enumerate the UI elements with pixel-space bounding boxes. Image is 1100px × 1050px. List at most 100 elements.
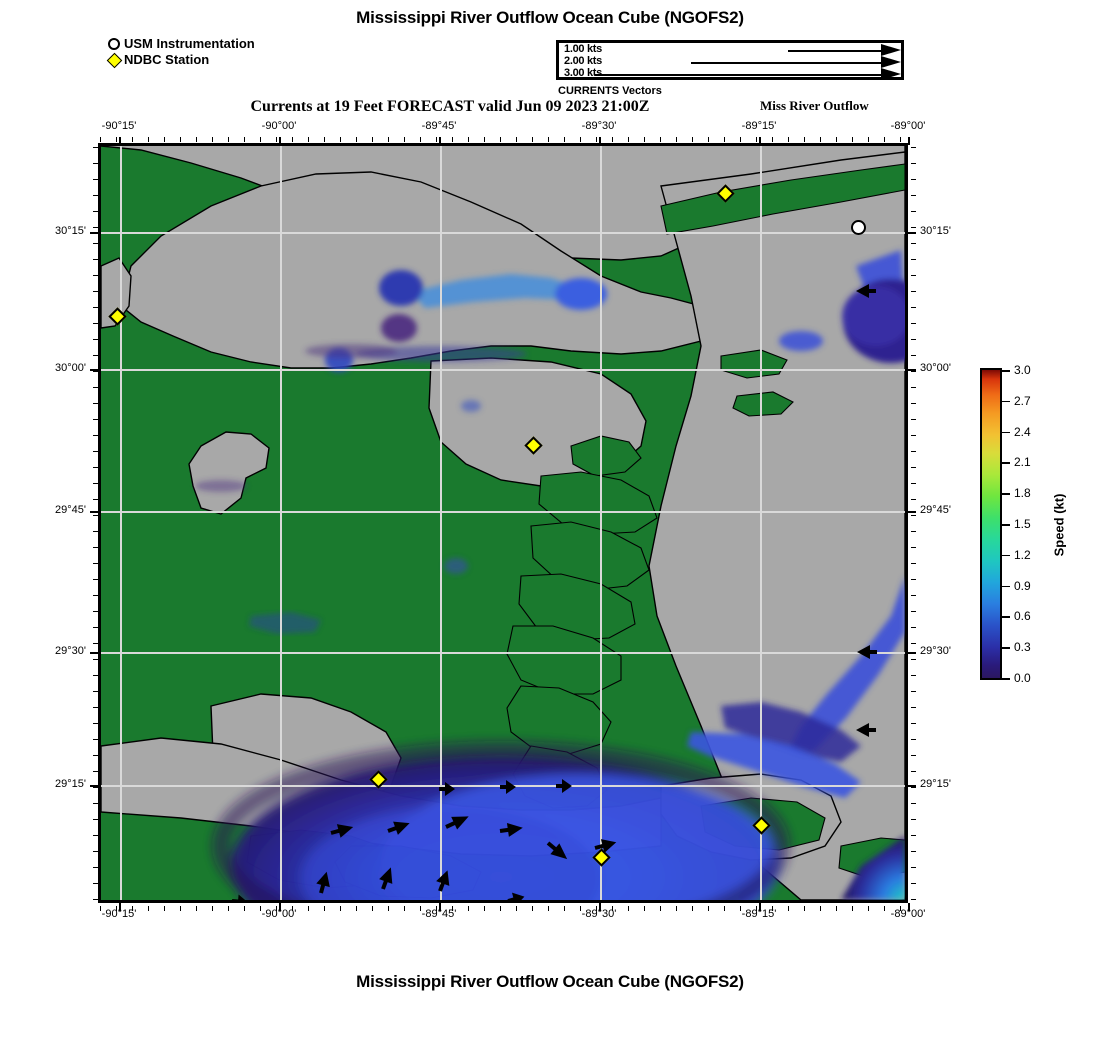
x-tick-minor bbox=[100, 137, 102, 142]
x-tick-major bbox=[908, 903, 910, 911]
y-tick-minor bbox=[93, 195, 98, 197]
y-tick-minor bbox=[911, 643, 916, 645]
y-tick-minor bbox=[93, 163, 98, 165]
y-tick-minor bbox=[93, 419, 98, 421]
y-tick-minor bbox=[93, 371, 98, 373]
y-tick-major bbox=[908, 511, 916, 513]
ndbc-station-marker[interactable] bbox=[108, 307, 127, 326]
x-tick-minor bbox=[260, 137, 262, 142]
x-tick-minor bbox=[740, 137, 742, 142]
colorbar: 3.0 2.7 2.4 2.1 1.8 1.5 1.2 0.9 0.6 0.3 0.0 Speed … bbox=[975, 360, 1095, 690]
x-tick-minor bbox=[404, 906, 406, 911]
x-tick-minor bbox=[644, 137, 646, 142]
colorbar-tick-label: 0.9 bbox=[1014, 578, 1031, 593]
y-tick-minor bbox=[911, 243, 916, 245]
x-tick-minor bbox=[868, 906, 870, 911]
colorbar-tick bbox=[1002, 431, 1010, 434]
y-tick-minor bbox=[93, 643, 98, 645]
y-tick-minor bbox=[911, 403, 916, 405]
y-tick-minor bbox=[911, 755, 916, 757]
y-tick-minor bbox=[911, 211, 916, 213]
legend-item-ndbc: NDBC Station bbox=[106, 52, 255, 68]
y-tick-minor bbox=[93, 435, 98, 437]
y-tick-minor bbox=[93, 531, 98, 533]
ndbc-station-marker[interactable] bbox=[716, 184, 735, 203]
x-tick-minor bbox=[436, 137, 438, 142]
x-tick-minor bbox=[884, 137, 886, 142]
x-tick-minor bbox=[516, 137, 518, 142]
x-tick-minor bbox=[148, 906, 150, 911]
y-tick-minor bbox=[93, 355, 98, 357]
y-tick-minor bbox=[911, 771, 916, 773]
y-tick-minor bbox=[911, 867, 916, 869]
current-vector-arrow bbox=[499, 820, 525, 837]
y-tick-minor bbox=[93, 883, 98, 885]
x-tick-minor bbox=[324, 906, 326, 911]
x-tick-minor bbox=[772, 137, 774, 142]
y-axis-label: 29°15' bbox=[920, 778, 951, 790]
x-tick-minor bbox=[708, 137, 710, 142]
y-tick-minor bbox=[911, 435, 916, 437]
y-tick-minor bbox=[911, 451, 916, 453]
x-tick-minor bbox=[308, 137, 310, 142]
x-tick-minor bbox=[788, 906, 790, 911]
x-axis-label: -89°00' bbox=[890, 120, 926, 132]
x-axis-label: -89°45' bbox=[421, 120, 457, 132]
y-tick-minor bbox=[93, 547, 98, 549]
y-tick-minor bbox=[93, 243, 98, 245]
x-tick-minor bbox=[676, 137, 678, 142]
x-tick-minor bbox=[644, 906, 646, 911]
current-vector-arrow bbox=[436, 868, 454, 892]
x-tick-minor bbox=[724, 137, 726, 142]
ndbc-station-marker[interactable] bbox=[524, 436, 543, 455]
x-tick-minor bbox=[164, 137, 166, 142]
x-tick-major bbox=[759, 903, 761, 911]
x-tick-minor bbox=[132, 906, 134, 911]
x-tick-minor bbox=[660, 906, 662, 911]
y-tick-major bbox=[908, 369, 916, 371]
y-tick-minor bbox=[911, 419, 916, 421]
y-tick-minor bbox=[93, 755, 98, 757]
colorbar-tick bbox=[1002, 524, 1010, 526]
x-tick-minor bbox=[612, 906, 614, 911]
colorbar-tick bbox=[1002, 616, 1010, 618]
x-tick-minor bbox=[852, 137, 854, 142]
y-axis-label: 29°45' bbox=[55, 504, 86, 516]
y-tick-minor bbox=[911, 595, 916, 597]
vector-scale-label-3: 3.00 kts bbox=[564, 67, 602, 79]
colorbar-tick bbox=[1002, 647, 1010, 649]
x-tick-minor bbox=[484, 906, 486, 911]
y-tick-minor bbox=[93, 803, 98, 805]
x-tick-major bbox=[599, 137, 601, 145]
y-tick-minor bbox=[93, 611, 98, 613]
y-tick-minor bbox=[93, 707, 98, 709]
y-tick-minor bbox=[93, 467, 98, 469]
usm-instrumentation-marker[interactable] bbox=[851, 220, 866, 235]
y-tick-minor bbox=[911, 307, 916, 309]
x-tick-minor bbox=[468, 906, 470, 911]
y-tick-minor bbox=[911, 467, 916, 469]
current-vector-arrow bbox=[546, 841, 572, 865]
x-tick-minor bbox=[708, 906, 710, 911]
x-tick-minor bbox=[276, 137, 278, 142]
y-tick-minor bbox=[93, 307, 98, 309]
vector-scale-label-1: 1.00 kts bbox=[564, 43, 602, 55]
y-tick-minor bbox=[93, 563, 98, 565]
vector-scale-row: 1.00 kts bbox=[559, 43, 901, 56]
y-tick-minor bbox=[911, 851, 916, 853]
colorbar-tick-label: 2.4 bbox=[1014, 424, 1031, 439]
x-tick-major bbox=[279, 903, 281, 911]
ndbc-station-marker[interactable] bbox=[752, 816, 771, 835]
y-tick-minor bbox=[911, 371, 916, 373]
map-plot-area[interactable] bbox=[98, 143, 908, 903]
gridline-horizontal bbox=[101, 232, 905, 234]
y-axis-label: 30°15' bbox=[55, 225, 86, 237]
x-axis-label: -89°15' bbox=[741, 120, 777, 132]
y-tick-minor bbox=[911, 275, 916, 277]
vector-scale-line-3 bbox=[595, 74, 883, 76]
y-tick-minor bbox=[911, 659, 916, 661]
gridline-vertical bbox=[600, 146, 602, 900]
ndbc-station-marker[interactable] bbox=[369, 770, 388, 789]
y-tick-minor bbox=[93, 515, 98, 517]
x-tick-minor bbox=[356, 906, 358, 911]
